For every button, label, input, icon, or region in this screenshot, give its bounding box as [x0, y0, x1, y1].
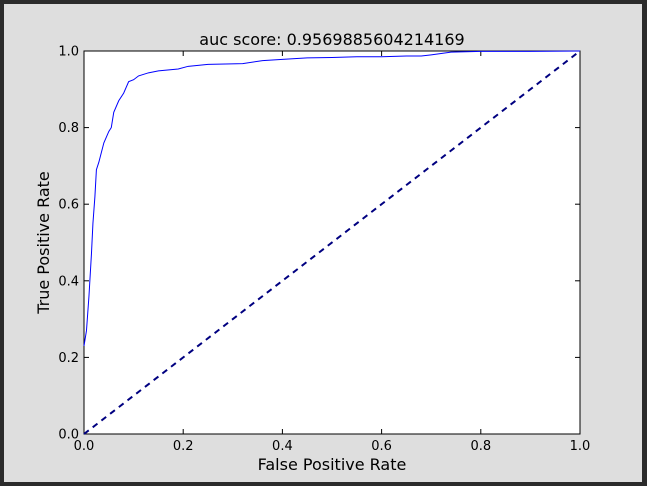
x-tick-labels: 0.0 0.2 0.4 0.6 0.8 1.0: [74, 439, 591, 454]
roc-curve-line: [83, 50, 581, 346]
x-tick-label: 0.4: [272, 439, 293, 454]
x-tick-label: 0.2: [173, 439, 194, 454]
x-tick-label: 1.0: [570, 439, 591, 454]
chart-title: auc score: 0.9569885604214169: [199, 30, 464, 49]
x-tick-label: 0.0: [74, 439, 95, 454]
y-tick-label: 0.6: [58, 198, 79, 213]
y-tick-label: 0.4: [58, 274, 79, 289]
roc-chart: 0.0 0.2 0.4 0.6 0.8 1.0 0.0 0.2 0.4 0.6 0.8 1.0 au…: [34, 30, 591, 474]
y-tick-label: 0.8: [58, 121, 79, 136]
x-tick-label: 0.8: [470, 439, 491, 454]
figure-canvas: 0.0 0.2 0.4 0.6 0.8 1.0 0.0 0.2 0.4 0.6 0.8 1.0 au…: [4, 4, 642, 482]
y-tick-labels: 0.0 0.2 0.4 0.6 0.8 1.0: [58, 45, 79, 443]
y-tick-label: 1.0: [58, 45, 79, 60]
x-axis-label: False Positive Rate: [258, 455, 407, 474]
y-tick-label: 0.0: [58, 428, 79, 443]
x-tick-label: 0.6: [371, 439, 392, 454]
diagonal-reference-line: [83, 50, 581, 435]
y-tick-label: 0.2: [58, 351, 79, 366]
series-layer: [83, 50, 581, 435]
y-axis-label: True Positive Rate: [34, 171, 53, 315]
